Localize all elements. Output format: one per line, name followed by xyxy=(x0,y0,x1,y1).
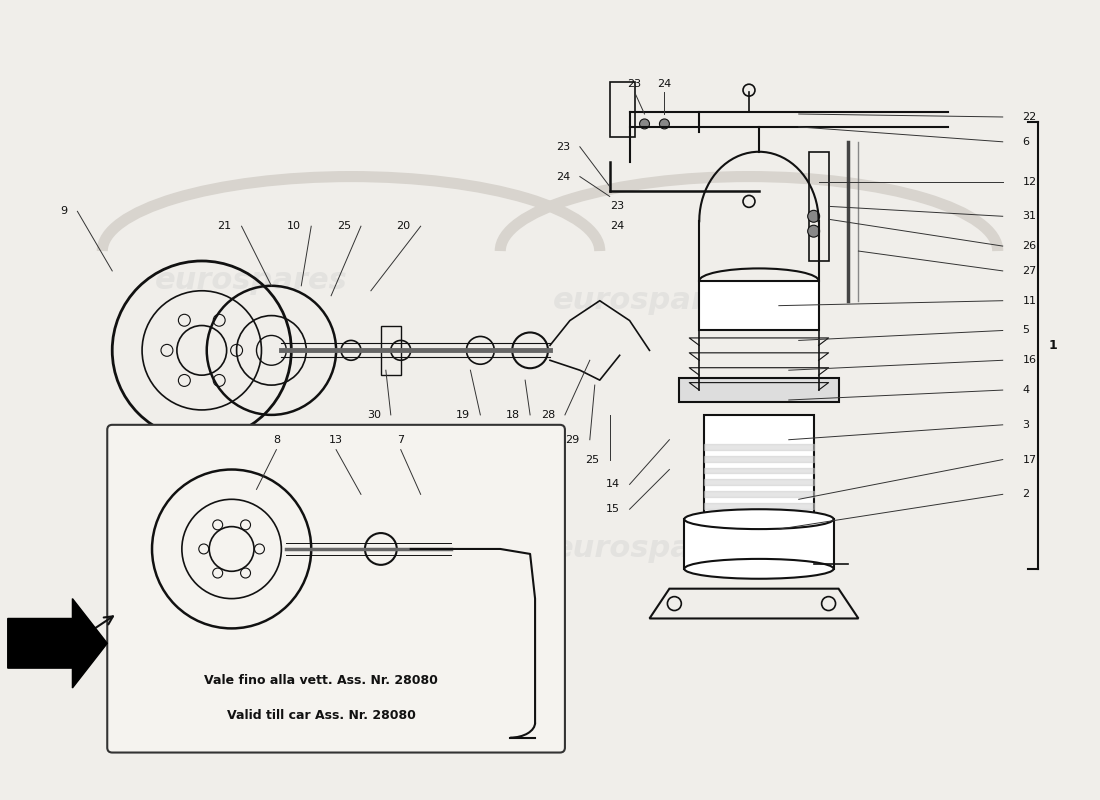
Circle shape xyxy=(807,210,820,222)
Text: 29: 29 xyxy=(565,434,580,445)
Text: Valid till car Ass. Nr. 28080: Valid till car Ass. Nr. 28080 xyxy=(227,710,416,722)
Polygon shape xyxy=(8,598,107,688)
Text: 24: 24 xyxy=(610,222,625,231)
Text: 17: 17 xyxy=(1023,454,1036,465)
Text: 14: 14 xyxy=(605,479,619,490)
Text: 12: 12 xyxy=(1023,177,1036,186)
Text: 20: 20 xyxy=(397,222,410,231)
Text: 10: 10 xyxy=(287,222,301,231)
Text: 26: 26 xyxy=(1023,241,1036,251)
Text: 6: 6 xyxy=(1023,137,1030,147)
Text: 3: 3 xyxy=(1023,420,1030,430)
Text: eurospares: eurospares xyxy=(155,534,348,563)
Circle shape xyxy=(807,226,820,237)
Text: 18: 18 xyxy=(506,410,520,420)
Text: 1: 1 xyxy=(1048,339,1057,352)
Bar xyxy=(680,378,838,402)
Text: 25: 25 xyxy=(337,222,351,231)
Text: 11: 11 xyxy=(1023,296,1036,306)
Text: 21: 21 xyxy=(218,222,232,231)
Text: 13: 13 xyxy=(329,434,343,445)
Text: 22: 22 xyxy=(1023,112,1037,122)
Text: Vale fino alla vett. Ass. Nr. 28080: Vale fino alla vett. Ass. Nr. 28080 xyxy=(205,674,438,686)
Text: 23: 23 xyxy=(627,79,641,90)
Text: 28: 28 xyxy=(541,410,556,420)
Text: 2: 2 xyxy=(1023,490,1030,499)
Text: 24: 24 xyxy=(658,79,671,90)
Text: 27: 27 xyxy=(1023,266,1037,276)
Text: 5: 5 xyxy=(1023,326,1030,335)
Bar xyxy=(704,415,814,519)
Ellipse shape xyxy=(684,510,834,529)
Text: 25: 25 xyxy=(585,454,600,465)
Text: 24: 24 xyxy=(556,171,570,182)
FancyArrowPatch shape xyxy=(75,616,113,642)
Text: 19: 19 xyxy=(456,410,471,420)
Text: 8: 8 xyxy=(273,434,280,445)
Bar xyxy=(808,152,828,261)
Text: eurospares: eurospares xyxy=(553,286,746,315)
Text: 16: 16 xyxy=(1023,355,1036,366)
Text: eurospares: eurospares xyxy=(553,534,746,563)
Text: 23: 23 xyxy=(610,202,625,211)
Circle shape xyxy=(639,119,649,129)
Text: 4: 4 xyxy=(1023,385,1030,395)
Bar xyxy=(609,82,635,137)
Text: eurospares: eurospares xyxy=(155,266,348,295)
Ellipse shape xyxy=(684,559,834,578)
Circle shape xyxy=(659,119,670,129)
Text: 9: 9 xyxy=(60,206,67,216)
Text: 23: 23 xyxy=(556,142,570,152)
Bar xyxy=(700,281,818,330)
Bar xyxy=(684,519,834,569)
Text: 7: 7 xyxy=(397,434,405,445)
Text: 30: 30 xyxy=(367,410,381,420)
Text: 31: 31 xyxy=(1023,211,1036,222)
Text: 15: 15 xyxy=(606,504,619,514)
Bar xyxy=(381,326,400,375)
FancyBboxPatch shape xyxy=(107,425,565,753)
